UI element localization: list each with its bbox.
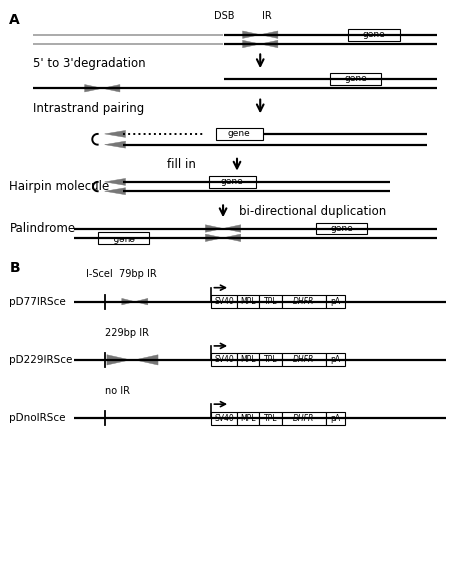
Bar — [348, 29, 400, 41]
Polygon shape — [205, 225, 223, 232]
Polygon shape — [243, 31, 260, 38]
Text: DSB: DSB — [214, 10, 234, 21]
Text: 229bp IR: 229bp IR — [105, 328, 149, 338]
Bar — [237, 353, 259, 367]
Bar — [282, 295, 326, 308]
Text: gene: gene — [228, 129, 251, 139]
Bar — [326, 295, 345, 308]
Bar — [216, 128, 263, 140]
Text: DHFR: DHFR — [293, 414, 314, 423]
Bar — [259, 412, 282, 425]
Text: MPL: MPL — [240, 356, 256, 364]
Text: gene: gene — [330, 224, 353, 233]
Text: IR: IR — [262, 10, 272, 21]
Bar — [98, 232, 149, 244]
Text: eueб: eueб — [112, 233, 135, 242]
Polygon shape — [102, 85, 120, 92]
Bar — [330, 73, 381, 85]
Polygon shape — [135, 298, 148, 305]
Text: MPL: MPL — [240, 297, 256, 306]
Text: pD229IRSce: pD229IRSce — [9, 355, 73, 365]
Text: pD77IRSce: pD77IRSce — [9, 296, 66, 307]
Text: pA: pA — [330, 414, 340, 423]
Text: I-SceI  79bp IR: I-SceI 79bp IR — [86, 269, 157, 280]
Polygon shape — [223, 234, 241, 241]
Text: B: B — [9, 261, 20, 275]
Text: SV40: SV40 — [214, 414, 234, 423]
Bar — [237, 295, 259, 308]
Text: pA: pA — [330, 356, 340, 364]
Text: TPL: TPL — [264, 414, 277, 423]
Bar — [282, 412, 326, 425]
Polygon shape — [135, 355, 158, 365]
Polygon shape — [260, 40, 278, 48]
Text: MPL: MPL — [240, 414, 256, 423]
Text: Hairpin molecule: Hairpin molecule — [9, 180, 109, 193]
Text: SV40: SV40 — [214, 356, 234, 364]
Polygon shape — [243, 40, 260, 48]
Text: gene: gene — [221, 177, 244, 186]
Polygon shape — [260, 31, 278, 38]
Text: 5' to 3'degradation: 5' to 3'degradation — [33, 57, 145, 70]
Text: bi-directional duplication: bi-directional duplication — [239, 205, 387, 218]
Polygon shape — [85, 85, 102, 92]
Text: fill in: fill in — [167, 158, 196, 171]
Text: DHFR: DHFR — [293, 297, 314, 306]
Text: Intrastrand pairing: Intrastrand pairing — [33, 102, 144, 115]
Bar — [316, 223, 367, 234]
Polygon shape — [122, 298, 135, 305]
Text: TPL: TPL — [264, 297, 277, 306]
Text: TPL: TPL — [264, 356, 277, 364]
Bar — [211, 412, 237, 425]
Text: pA: pA — [330, 297, 340, 306]
Polygon shape — [107, 355, 130, 365]
Text: no IR: no IR — [105, 386, 129, 396]
Bar — [259, 353, 282, 367]
Bar — [211, 295, 237, 308]
Polygon shape — [205, 234, 223, 241]
Bar — [259, 295, 282, 308]
Bar — [326, 412, 345, 425]
Polygon shape — [105, 141, 126, 148]
Bar — [209, 176, 255, 188]
Text: DHFR: DHFR — [293, 356, 314, 364]
Bar — [237, 412, 259, 425]
Text: gene: gene — [344, 74, 367, 84]
Text: pDnoIRSce: pDnoIRSce — [9, 413, 66, 423]
Bar — [282, 353, 326, 367]
Bar — [211, 353, 237, 367]
Polygon shape — [223, 225, 241, 232]
Text: A: A — [9, 13, 20, 27]
Bar — [326, 353, 345, 367]
Polygon shape — [105, 130, 126, 137]
Text: SV40: SV40 — [214, 297, 234, 306]
Polygon shape — [105, 188, 126, 195]
Text: gene: gene — [363, 30, 385, 39]
Polygon shape — [105, 179, 126, 186]
Text: Palindrome: Palindrome — [9, 222, 75, 235]
